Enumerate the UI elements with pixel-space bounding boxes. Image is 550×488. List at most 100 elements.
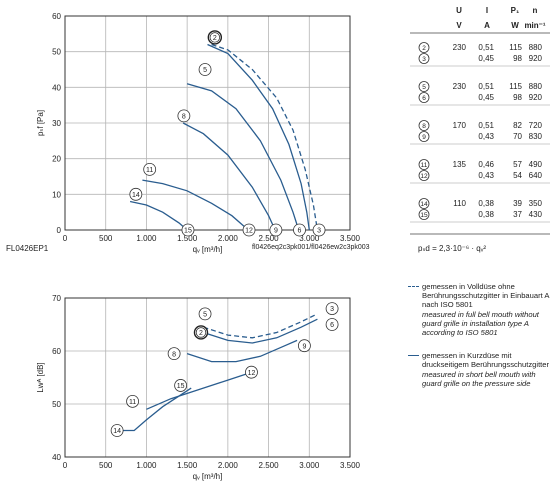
- curve-marker-label-11: 11: [129, 399, 136, 406]
- curve-marker-6: [325, 318, 339, 331]
- table-cell: 70: [513, 132, 522, 141]
- table-cell: 82: [513, 121, 522, 130]
- table-cell: 115: [509, 43, 522, 52]
- y-tick-label: 50: [52, 48, 61, 57]
- plot-frame: [64, 297, 351, 458]
- table-cell: 57: [513, 160, 522, 169]
- table-curve-number: 15: [420, 212, 428, 219]
- table-cell: 0,51: [478, 121, 494, 130]
- x-tick-label: 1.500: [177, 461, 198, 470]
- table-curve-number: 6: [422, 95, 426, 102]
- legend-entry-solid: gemessen in Kurzdüse mit druckseitigem B…: [408, 351, 550, 388]
- table-header: n: [533, 6, 538, 15]
- table-cell: 230: [453, 43, 467, 52]
- x-tick-label: 500: [99, 234, 113, 243]
- legend-text-en: measured in full bell mouth without guar…: [422, 309, 539, 338]
- x-tick-label: 1.000: [136, 234, 157, 243]
- table-curve-marker: [418, 209, 430, 220]
- table-cell: 0,46: [478, 160, 494, 169]
- table-cell: 39: [513, 199, 522, 208]
- curve-marker-label-2: 2: [199, 330, 203, 337]
- x-tick-label: 3.500: [340, 234, 361, 243]
- plot-frame: [64, 15, 351, 231]
- table-cell: 115: [509, 82, 522, 91]
- curve-marker-label-3: 3: [317, 228, 321, 235]
- curve-marker-6: [293, 223, 306, 237]
- x-tick-label: 2.500: [259, 461, 280, 470]
- y-tick-label: 30: [52, 119, 61, 128]
- curve-marker-12: [242, 223, 256, 237]
- table-cell: 0,43: [478, 171, 494, 180]
- table-cell: 880: [529, 43, 543, 52]
- curve-marker-ring-2: [209, 32, 220, 43]
- pressure-chart-footer-left: FL0426EP1: [6, 244, 49, 253]
- series-line-2: [203, 318, 318, 344]
- x-tick-label: 3.000: [299, 461, 320, 470]
- series-line-12: [142, 179, 249, 231]
- table-curve-marker: [418, 53, 430, 64]
- legend-text-de: gemessen in Kurzdüse mit druckseitigem B…: [422, 351, 550, 370]
- table-formula: pₛd = 2,3·10⁻⁶ · qᵥ²: [418, 244, 486, 253]
- series-line-9: [182, 122, 276, 231]
- curve-marker-3: [312, 223, 326, 237]
- table-curve-marker: [418, 159, 430, 170]
- curve-marker-label-14: 14: [132, 192, 140, 199]
- legend-text-de: gemessen in Volldüse ohne Berührungsschu…: [422, 282, 550, 310]
- curve-marker-label-9: 9: [302, 343, 306, 350]
- table-cell: 37: [513, 210, 522, 219]
- curve-marker-15: [174, 379, 188, 392]
- y-tick-label: 0: [57, 226, 62, 235]
- table-cell: 640: [529, 171, 543, 180]
- table-header: P₁: [511, 6, 520, 15]
- curve-marker-label-11: 11: [146, 167, 153, 174]
- curve-marker-5: [198, 307, 212, 321]
- table-cell: 170: [453, 121, 467, 130]
- curve-marker-ring-2: [195, 327, 207, 338]
- y-tick-label: 60: [52, 347, 61, 356]
- table-cell: 0,38: [478, 210, 494, 219]
- table-cell: 98: [513, 93, 522, 102]
- table-cell: 920: [529, 93, 543, 102]
- table-unit: W: [511, 21, 519, 30]
- table-cell: 880: [529, 82, 543, 91]
- x-tick-label: 0: [63, 461, 68, 470]
- curve-marker-label-3: 3: [330, 306, 334, 313]
- curve-marker-14: [110, 424, 124, 437]
- y-tick-label: 20: [52, 155, 61, 164]
- table-curve-number: 8: [422, 123, 426, 130]
- curve-marker-label-6: 6: [330, 322, 334, 329]
- curve-marker-label-8: 8: [172, 351, 176, 358]
- x-tick-label: 2.500: [259, 234, 280, 243]
- series-line-15: [129, 200, 188, 231]
- table-header: U: [456, 6, 462, 15]
- table-curve-marker: [418, 170, 430, 181]
- curve-marker-14: [129, 187, 143, 201]
- legend-swatch-solid: [408, 355, 419, 357]
- sound-power-chart: 0 500 1.000 1.500 2.000 2.500 3.000 3.500 40 50 60…: [36, 294, 361, 481]
- curve-marker-11: [126, 394, 139, 408]
- curve-marker-3: [325, 302, 339, 315]
- y-axis-label: Lwᴬ [dB]: [36, 362, 45, 392]
- series-line-3: [211, 43, 319, 231]
- curve-marker-label-8: 8: [182, 113, 186, 120]
- table-cell: 0,51: [478, 43, 494, 52]
- series-line-6: [186, 339, 298, 363]
- legend-text-en: measured in short bell mouth with guard …: [422, 369, 536, 388]
- table-unit: A: [484, 21, 490, 30]
- table-curve-number: 9: [422, 134, 426, 141]
- table-curve-marker: [418, 120, 430, 131]
- y-tick-label: 50: [52, 400, 61, 409]
- table-curve-marker: [418, 92, 430, 103]
- curve-marker-label-12: 12: [248, 370, 256, 377]
- x-axis-label: qᵥ [m³/h]: [193, 472, 223, 481]
- curve-marker-label-14: 14: [113, 428, 121, 435]
- x-tick-label: 3.500: [340, 461, 361, 470]
- table-unit: V: [456, 21, 462, 30]
- legend-entry-dashed: gemessen in Volldüse ohne Berührungsschu…: [408, 282, 550, 337]
- table-curve-number: 3: [422, 56, 426, 63]
- y-tick-label: 70: [52, 294, 61, 303]
- table-cell: 430: [529, 210, 543, 219]
- x-tick-label: 2.000: [218, 234, 239, 243]
- pressure-chart: 0 500 1.000 1.500 2.000 2.500 3.000 3.500 0 10 20 3…: [36, 12, 361, 254]
